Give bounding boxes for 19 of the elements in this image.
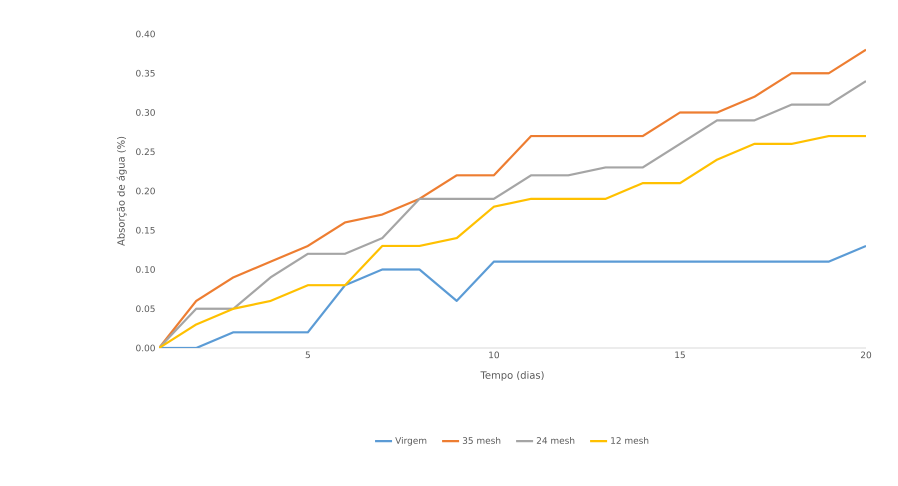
y-tick-label: 0.20 [136,188,155,194]
y-tick-label: 0.25 [136,148,155,156]
y-tick-label: 0.10 [136,266,155,273]
y-axis-title: Absorção de água (%) [116,136,127,246]
y-tick-label: 0.40 [136,30,155,38]
y-tick-label: 0.05 [136,305,155,312]
legend-label: Virgem [395,436,426,446]
legend-label: 12 mesh [611,436,648,444]
x-tick-label: 5 [306,352,310,358]
x-axis-title: Tempo (dias) [480,371,544,381]
x-tick-label: 15 [675,352,685,358]
x-tick-label: 10 [489,352,500,358]
y-tick-label: 0.15 [136,226,155,234]
x-tick-label: 20 [860,352,872,358]
y-tick-label: 0.30 [136,109,155,116]
y-tick-label: 0.00 [136,344,155,352]
y-tick-label: 0.35 [136,70,155,77]
legend-label: 24 mesh [536,436,574,444]
legend-label: 35 mesh [462,436,500,444]
